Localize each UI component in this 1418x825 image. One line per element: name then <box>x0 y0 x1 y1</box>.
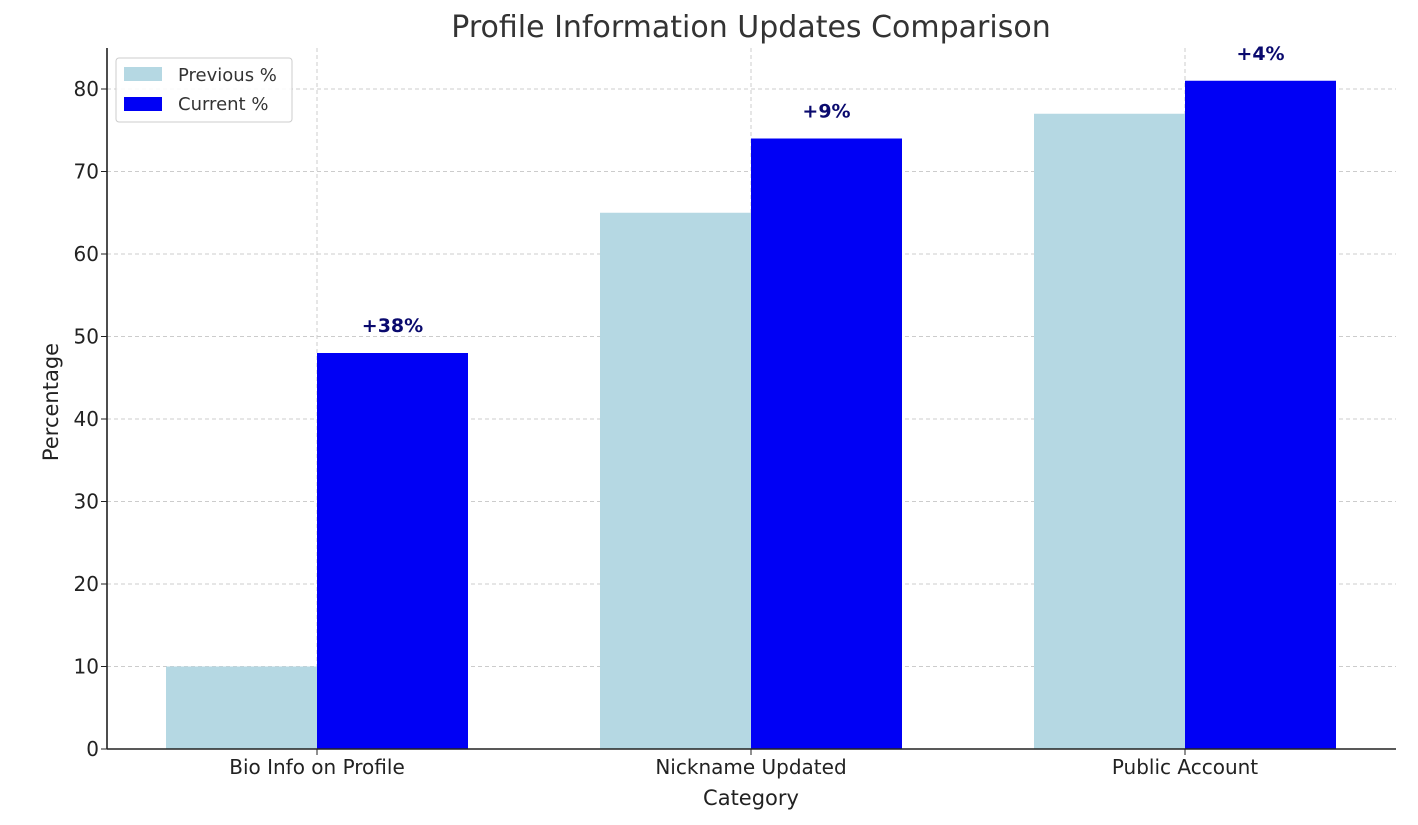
legend: Previous % Current % <box>115 57 293 123</box>
x-ticks: Bio Info on Profile Nickname Updated Publi… <box>229 749 1258 779</box>
legend-label-previous: Previous % <box>178 65 277 86</box>
y-tick-label: 50 <box>74 325 99 349</box>
x-tick-label: Public Account <box>1112 755 1258 779</box>
legend-label-current: Current % <box>178 94 268 115</box>
bar-previous-2 <box>1034 113 1185 749</box>
x-tick-label: Nickname Updated <box>655 755 846 779</box>
bar-annotation: +9% <box>802 101 850 123</box>
y-tick-label: 80 <box>74 77 99 101</box>
x-tick-label: Bio Info on Profile <box>229 755 405 779</box>
y-tick-label: 20 <box>74 572 99 596</box>
y-axis-title: Percentage <box>39 343 63 461</box>
y-tick-label: 70 <box>74 160 99 184</box>
y-tick-label: 60 <box>74 242 99 266</box>
bars <box>166 80 1336 749</box>
x-axis-title: Category <box>703 786 799 810</box>
bar-annotation: +4% <box>1236 43 1284 65</box>
y-tick-label: 30 <box>74 490 99 514</box>
bar-current-2 <box>1185 80 1336 749</box>
bar-current-1 <box>751 138 902 749</box>
y-ticks: 0 10 20 30 40 50 60 70 80 <box>74 77 107 761</box>
bar-current-0 <box>317 353 468 749</box>
bar-previous-0 <box>166 666 317 749</box>
legend-swatch-previous <box>124 67 162 81</box>
annotations: +38% +9% +4% <box>362 43 1285 337</box>
chart-title: Profile Information Updates Comparison <box>451 10 1050 45</box>
legend-swatch-current <box>124 97 162 111</box>
y-tick-label: 10 <box>74 655 99 679</box>
bar-previous-1 <box>600 212 751 749</box>
y-tick-label: 40 <box>74 407 99 431</box>
bar-annotation: +38% <box>362 315 423 337</box>
y-tick-label: 0 <box>86 737 99 761</box>
